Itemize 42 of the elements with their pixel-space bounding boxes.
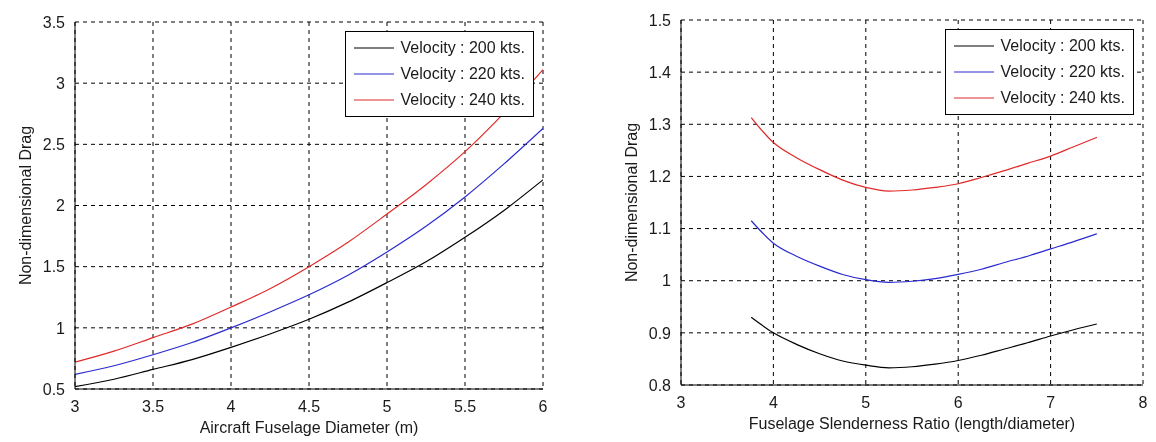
x-tick-label: 5 xyxy=(861,394,871,412)
y-tick-label: 1.1 xyxy=(648,220,672,238)
x-tick-label: 5 xyxy=(382,398,392,416)
legend-label: Velocity : 240 kts. xyxy=(1000,89,1125,107)
x-tick-label: 5.5 xyxy=(453,398,477,416)
y-tick-label: 3.5 xyxy=(42,13,66,31)
x-tick-label: 6 xyxy=(953,394,963,412)
legend-label: Velocity : 220 kts. xyxy=(400,65,525,83)
y-tick-label: 0.5 xyxy=(42,380,66,398)
y-tick-label: 0.9 xyxy=(648,324,672,342)
y-tick-label: 2 xyxy=(56,197,66,215)
y-tick-label: 0.8 xyxy=(648,376,672,394)
line-series xyxy=(75,127,543,375)
legend-label: Velocity : 200 kts. xyxy=(400,39,525,57)
y-tick-label: 1 xyxy=(56,319,66,337)
y-axis-title: Non-dimensional Drag xyxy=(16,125,34,286)
legend-label: Velocity : 240 kts. xyxy=(400,91,525,109)
x-tick-label: 3 xyxy=(70,398,80,416)
x-tick-label: 4 xyxy=(226,398,236,416)
x-tick-label: 4 xyxy=(768,394,778,412)
line-series xyxy=(750,220,1098,283)
line-series xyxy=(750,116,1098,192)
x-tick-label: 3.5 xyxy=(141,398,165,416)
x-axis-title: Aircraft Fuselage Diameter (m) xyxy=(199,419,419,436)
y-tick-label: 1.5 xyxy=(42,258,66,276)
y-tick-label: 1.2 xyxy=(648,168,672,186)
x-tick-label: 4.5 xyxy=(297,398,321,416)
y-tick-label: 2.5 xyxy=(42,136,66,154)
x-tick-label: 3 xyxy=(676,394,686,412)
legend-label: Velocity : 200 kts. xyxy=(1000,37,1125,55)
x-tick-label: 7 xyxy=(1046,394,1056,412)
y-tick-label: 1 xyxy=(662,272,672,290)
y-tick-label: 1.4 xyxy=(648,63,672,81)
legend-label: Velocity : 220 kts. xyxy=(1000,63,1125,81)
x-tick-label: 8 xyxy=(1138,394,1148,412)
y-tick-label: 1.5 xyxy=(648,11,672,29)
y-tick-label: 1.3 xyxy=(648,115,672,133)
line-series xyxy=(75,69,543,363)
y-tick-label: 3 xyxy=(56,74,66,92)
x-axis-title: Fuselage Slenderness Ratio (length/diameter) xyxy=(748,415,1076,432)
y-axis-title: Non-dimensional Drag xyxy=(622,122,640,283)
x-tick-label: 6 xyxy=(538,398,548,416)
